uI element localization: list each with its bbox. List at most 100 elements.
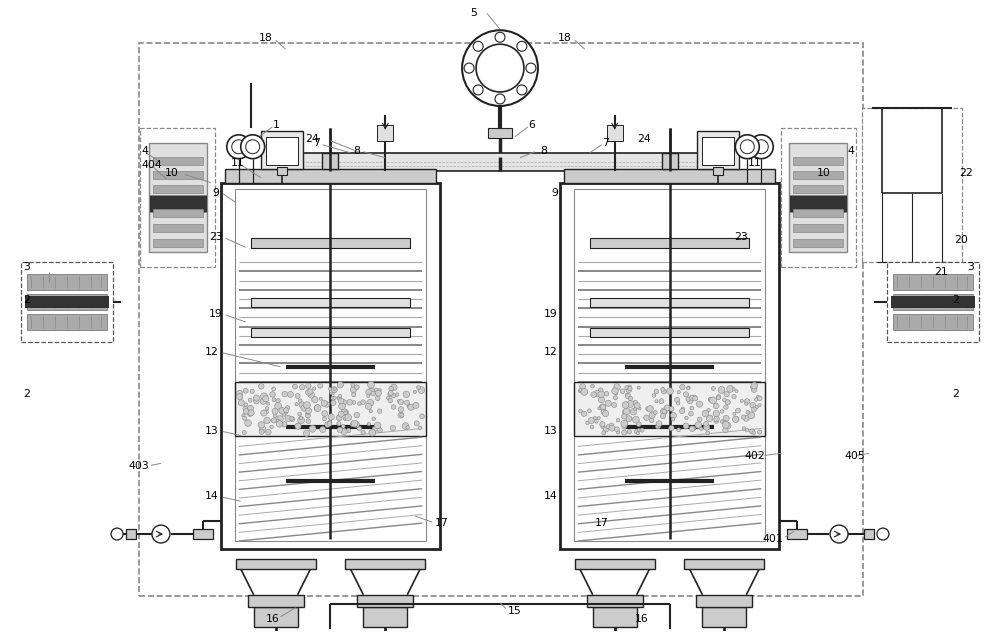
Bar xyxy=(277,167,287,174)
Circle shape xyxy=(621,420,628,427)
Circle shape xyxy=(298,412,302,416)
Circle shape xyxy=(735,135,759,159)
Circle shape xyxy=(261,393,267,400)
Circle shape xyxy=(600,404,606,410)
Circle shape xyxy=(395,393,399,396)
Circle shape xyxy=(644,415,649,420)
Circle shape xyxy=(264,417,270,423)
Circle shape xyxy=(372,417,376,420)
Circle shape xyxy=(388,398,392,403)
Circle shape xyxy=(391,393,396,398)
Circle shape xyxy=(328,387,332,391)
Circle shape xyxy=(303,430,310,437)
Circle shape xyxy=(633,416,639,423)
Circle shape xyxy=(606,425,610,428)
Bar xyxy=(153,185,203,193)
Circle shape xyxy=(375,390,381,396)
Bar xyxy=(793,171,843,179)
Circle shape xyxy=(369,429,376,436)
Circle shape xyxy=(321,400,327,406)
Circle shape xyxy=(656,425,659,428)
Circle shape xyxy=(285,406,290,410)
Circle shape xyxy=(587,409,591,413)
Circle shape xyxy=(679,408,685,414)
Bar xyxy=(564,169,775,183)
Bar xyxy=(357,595,413,607)
Bar xyxy=(590,238,749,248)
Text: 1: 1 xyxy=(273,120,280,130)
Circle shape xyxy=(371,391,376,396)
Circle shape xyxy=(625,393,629,397)
Circle shape xyxy=(733,412,736,415)
Circle shape xyxy=(306,411,310,415)
Circle shape xyxy=(276,399,280,403)
Circle shape xyxy=(272,387,276,391)
Text: 404: 404 xyxy=(141,160,162,169)
Bar xyxy=(593,607,637,627)
Circle shape xyxy=(328,420,331,423)
Circle shape xyxy=(609,425,615,431)
Circle shape xyxy=(603,427,609,432)
Circle shape xyxy=(377,428,382,433)
Bar xyxy=(662,153,678,169)
Bar xyxy=(575,559,655,569)
Text: 13: 13 xyxy=(205,427,219,437)
Circle shape xyxy=(591,392,597,398)
Circle shape xyxy=(276,421,283,427)
Circle shape xyxy=(111,528,123,540)
Circle shape xyxy=(638,407,641,410)
Text: 9: 9 xyxy=(551,188,558,198)
Circle shape xyxy=(337,422,341,426)
Circle shape xyxy=(318,383,323,388)
Circle shape xyxy=(258,422,265,428)
Circle shape xyxy=(687,386,690,389)
Circle shape xyxy=(877,528,889,540)
Circle shape xyxy=(716,395,721,399)
Circle shape xyxy=(620,389,625,394)
Bar xyxy=(153,157,203,165)
Circle shape xyxy=(338,398,344,404)
Bar xyxy=(793,240,843,247)
Circle shape xyxy=(622,430,627,435)
Bar xyxy=(251,298,410,307)
Circle shape xyxy=(680,384,685,390)
Bar xyxy=(153,240,203,247)
Circle shape xyxy=(414,421,419,426)
Circle shape xyxy=(685,416,688,420)
Bar xyxy=(27,294,107,310)
Circle shape xyxy=(634,429,639,434)
Text: 14: 14 xyxy=(205,491,219,501)
Bar xyxy=(684,559,764,569)
Bar xyxy=(251,328,410,337)
Text: 6: 6 xyxy=(528,120,535,130)
Circle shape xyxy=(704,424,710,430)
Bar xyxy=(251,238,410,248)
Circle shape xyxy=(741,415,746,419)
Bar xyxy=(261,131,303,169)
Circle shape xyxy=(740,140,754,154)
Text: 2: 2 xyxy=(23,295,30,305)
Circle shape xyxy=(586,421,589,425)
Circle shape xyxy=(625,386,629,390)
Circle shape xyxy=(659,399,664,404)
Circle shape xyxy=(517,41,527,51)
Text: 8: 8 xyxy=(354,146,360,155)
Circle shape xyxy=(328,414,334,420)
Circle shape xyxy=(709,397,713,402)
Text: 12: 12 xyxy=(544,347,558,357)
Text: 402: 402 xyxy=(744,451,765,461)
Circle shape xyxy=(640,428,644,432)
Circle shape xyxy=(243,406,248,411)
Circle shape xyxy=(749,135,773,159)
Circle shape xyxy=(337,382,343,388)
Circle shape xyxy=(628,385,631,388)
Circle shape xyxy=(248,398,252,402)
Text: 14: 14 xyxy=(544,491,558,501)
Circle shape xyxy=(626,387,632,392)
Text: 12: 12 xyxy=(205,347,219,357)
Circle shape xyxy=(351,420,358,427)
Circle shape xyxy=(707,408,710,412)
Bar xyxy=(702,607,746,627)
Circle shape xyxy=(276,419,280,423)
Circle shape xyxy=(330,389,334,393)
